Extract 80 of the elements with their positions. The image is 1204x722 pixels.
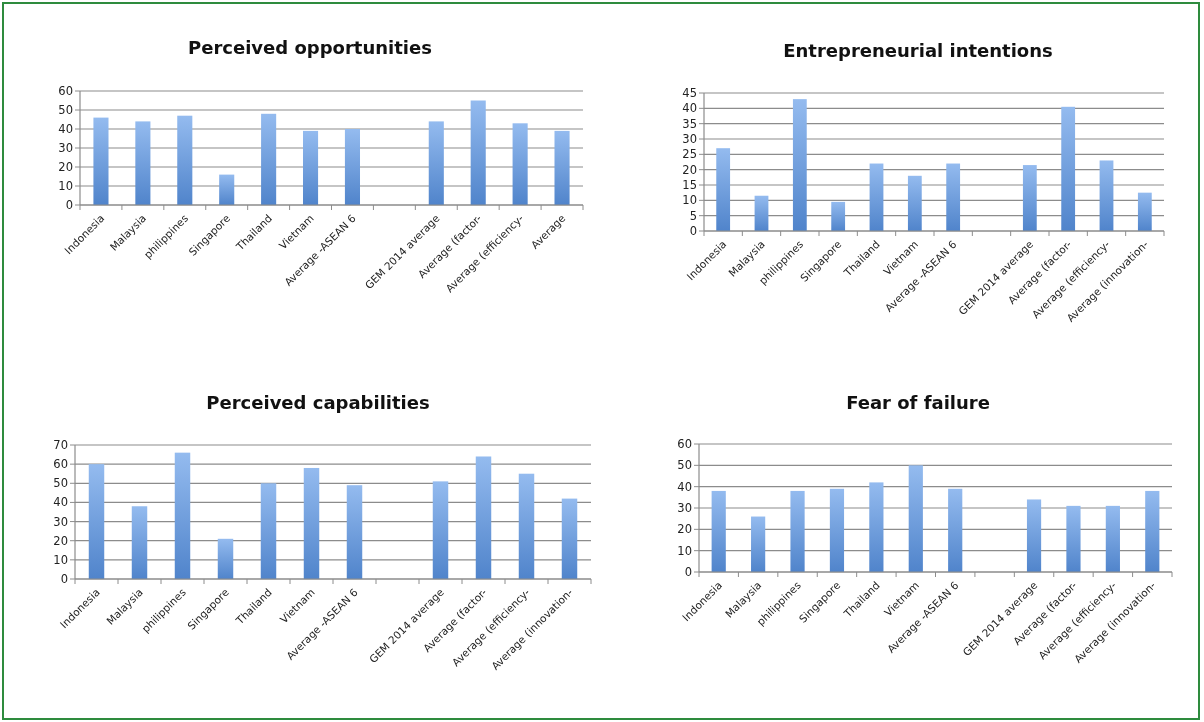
bar — [93, 117, 109, 205]
y-tick-label: 40 — [58, 122, 73, 137]
bar — [470, 100, 486, 205]
bar — [131, 506, 148, 579]
bar — [260, 483, 277, 579]
chart-title: Fear of failure — [846, 392, 990, 413]
bar — [561, 498, 578, 579]
y-tick-label: 70 — [53, 438, 68, 453]
bar — [1137, 192, 1152, 231]
y-tick-label: 10 — [682, 193, 697, 208]
bar — [829, 488, 845, 572]
y-tick-label: 60 — [677, 437, 692, 452]
y-tick-label: 20 — [682, 162, 697, 177]
bar — [751, 516, 766, 572]
bar — [869, 482, 884, 572]
y-tick-label: 30 — [58, 141, 73, 156]
y-tick-label: 35 — [682, 116, 697, 131]
bar — [177, 115, 193, 205]
bar — [217, 538, 234, 579]
y-tick-label: 5 — [689, 208, 697, 223]
y-tick-label: 20 — [53, 533, 68, 548]
y-tick-label: 30 — [53, 514, 68, 529]
bar — [135, 121, 151, 205]
bar — [831, 201, 846, 231]
bar — [1022, 165, 1037, 231]
bar — [554, 130, 570, 205]
y-tick-label: 0 — [684, 565, 692, 580]
y-tick-label: 50 — [58, 103, 73, 118]
bar — [711, 490, 726, 572]
y-tick-label: 15 — [682, 178, 697, 193]
y-tick-label: 10 — [58, 179, 73, 194]
bar — [303, 130, 319, 205]
chart-title: Perceived capabilities — [206, 392, 430, 413]
bar — [432, 481, 449, 579]
bar — [907, 175, 922, 231]
bar — [792, 99, 807, 231]
y-tick-label: 0 — [65, 198, 73, 213]
bar — [948, 488, 963, 572]
y-tick-label: 0 — [60, 572, 68, 587]
y-tick-label: 30 — [677, 501, 692, 516]
y-tick-label: 20 — [58, 160, 73, 175]
bar — [518, 473, 535, 579]
y-tick-label: 40 — [682, 101, 697, 116]
bar — [1105, 505, 1120, 572]
bar — [174, 452, 191, 579]
bar — [1061, 106, 1076, 231]
y-tick-label: 50 — [53, 476, 68, 491]
bar — [88, 464, 105, 579]
chart-title: Perceived opportunities — [188, 37, 432, 58]
bar — [261, 113, 277, 205]
y-tick-label: 20 — [677, 522, 692, 537]
bar — [716, 148, 731, 231]
chart-title: Entrepreneurial intentions — [783, 40, 1053, 61]
bar — [1026, 499, 1042, 572]
bar — [303, 467, 320, 579]
y-tick-label: 10 — [677, 543, 692, 558]
bar — [908, 465, 923, 572]
y-tick-label: 25 — [682, 147, 697, 162]
bar — [1099, 160, 1114, 231]
y-tick-label: 0 — [689, 224, 697, 239]
y-tick-label: 30 — [682, 132, 697, 147]
bar — [946, 163, 961, 231]
y-tick-label: 60 — [53, 457, 68, 472]
bar — [346, 485, 363, 579]
bar — [1145, 490, 1160, 572]
bar — [790, 490, 805, 572]
bar — [219, 174, 235, 205]
y-tick-label: 40 — [53, 495, 68, 510]
y-tick-label: 60 — [58, 84, 73, 99]
bar — [869, 163, 884, 231]
y-tick-label: 40 — [677, 479, 692, 494]
bar — [428, 121, 444, 205]
bar — [754, 195, 769, 231]
bar — [512, 123, 528, 205]
bar — [1066, 505, 1081, 572]
bar — [344, 129, 360, 205]
y-tick-label: 10 — [53, 552, 68, 567]
bar — [475, 456, 492, 579]
y-tick-label: 45 — [682, 86, 697, 101]
y-tick-label: 50 — [677, 458, 692, 473]
